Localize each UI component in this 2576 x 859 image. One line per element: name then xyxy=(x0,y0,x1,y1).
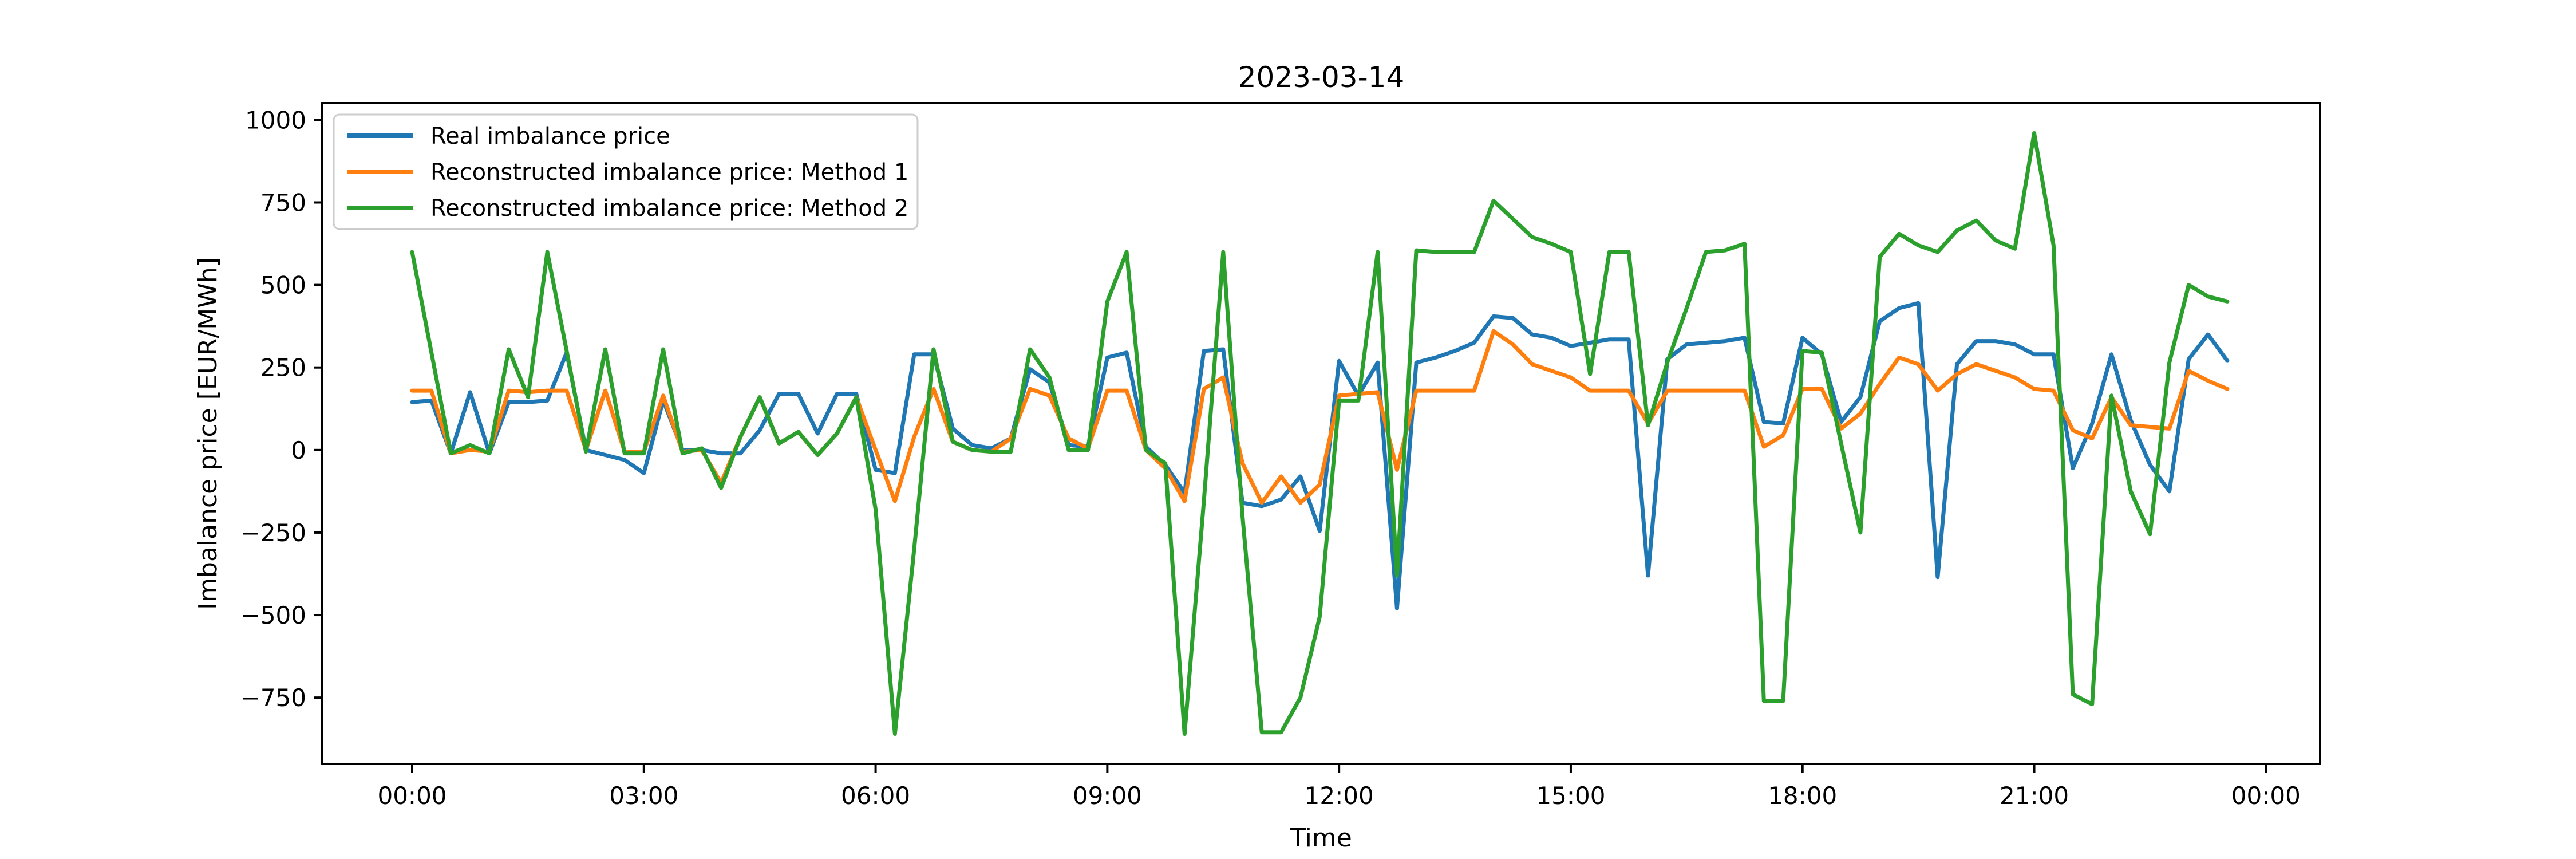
y-tick-label: 750 xyxy=(260,189,306,217)
axes-frame xyxy=(321,102,2321,765)
x-tick-label: 00:00 xyxy=(2231,782,2301,810)
chart-title: 2023-03-14 xyxy=(1238,61,1405,94)
series-line-2 xyxy=(410,131,2230,736)
x-tick-label: 00:00 xyxy=(377,782,447,810)
x-axis-label: Time xyxy=(1290,823,1352,853)
x-tick-label: 03:00 xyxy=(609,782,678,810)
y-tick-label: 500 xyxy=(260,271,306,300)
x-tick-label: 21:00 xyxy=(2000,782,2069,810)
series-group xyxy=(410,131,2230,736)
x-tick-label: 18:00 xyxy=(1768,782,1837,810)
x-axis-ticks: 00:00 03:00 06:00 09:00 12:00 15:00 18:00 21:00… xyxy=(377,764,2301,810)
y-tick-label: 250 xyxy=(260,354,306,382)
legend-box xyxy=(333,113,919,230)
legend-label-method1: Reconstructed imbalance price: Method 1 xyxy=(430,159,908,186)
y-axis-ticks: 1000 750 500 250 0 −250 −500 −750 xyxy=(240,106,322,712)
legend-label-real: Real imbalance price xyxy=(430,123,670,149)
y-tick-label: −750 xyxy=(240,684,306,712)
legend: Real imbalance price Reconstructed imbal… xyxy=(333,113,919,230)
y-tick-label: 1000 xyxy=(245,106,306,134)
y-tick-label: −500 xyxy=(240,601,306,629)
y-tick-label: −250 xyxy=(240,519,306,547)
x-tick-label: 15:00 xyxy=(1536,782,1605,810)
x-tick-label: 06:00 xyxy=(841,782,910,810)
y-tick-label: 0 xyxy=(291,436,306,464)
x-tick-label: 09:00 xyxy=(1073,782,1142,810)
x-tick-label: 12:00 xyxy=(1305,782,1374,810)
y-axis-label: Imbalance price [EUR/MWh] xyxy=(193,257,223,610)
series-line-0 xyxy=(410,301,2230,610)
legend-label-method2: Reconstructed imbalance price: Method 2 xyxy=(430,195,908,222)
